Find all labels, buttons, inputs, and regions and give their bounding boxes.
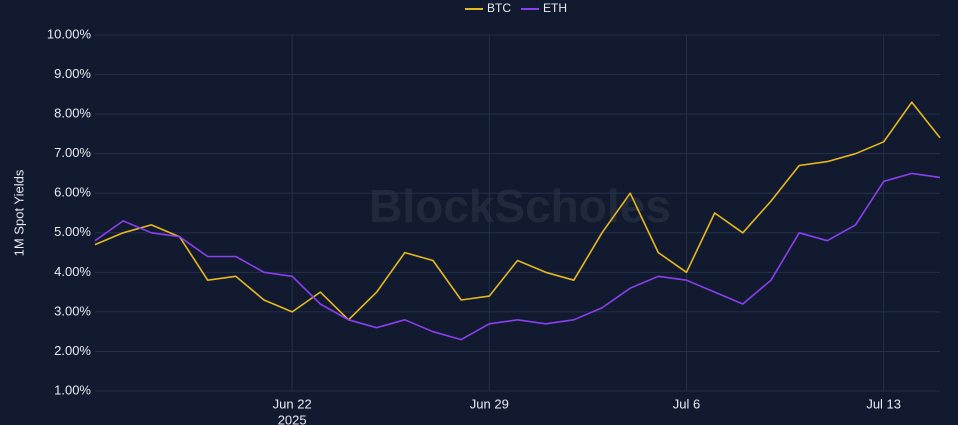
x-tick-label: Jun 22 [273, 396, 312, 411]
legend-label: ETH [543, 1, 567, 15]
series-line [94, 101, 941, 321]
y-tick-label: 3.00% [54, 303, 91, 318]
y-tick-label: 4.00% [54, 264, 91, 279]
y-tick-label: 7.00% [54, 145, 91, 160]
legend-label: BTC [487, 1, 511, 15]
x-tick-label: Jul 13 [866, 396, 901, 411]
y-tick-label: 9.00% [54, 66, 91, 81]
y-tick-label: 10.00% [47, 26, 92, 41]
x-tick-label: Jul 6 [673, 396, 700, 411]
x-axis-year: 2025 [278, 412, 307, 425]
watermark: BlockScholes [369, 180, 671, 232]
x-tick-label: Jun 29 [470, 396, 509, 411]
series-line [94, 172, 941, 341]
y-tick-label: 2.00% [54, 343, 91, 358]
y-tick-label: 6.00% [54, 185, 91, 200]
y-tick-label: 1.00% [54, 382, 91, 397]
y-tick-label: 5.00% [54, 224, 91, 239]
y-tick-label: 8.00% [54, 106, 91, 121]
grid [95, 34, 940, 392]
y-axis-label: 1M Spot Yields [11, 169, 26, 256]
